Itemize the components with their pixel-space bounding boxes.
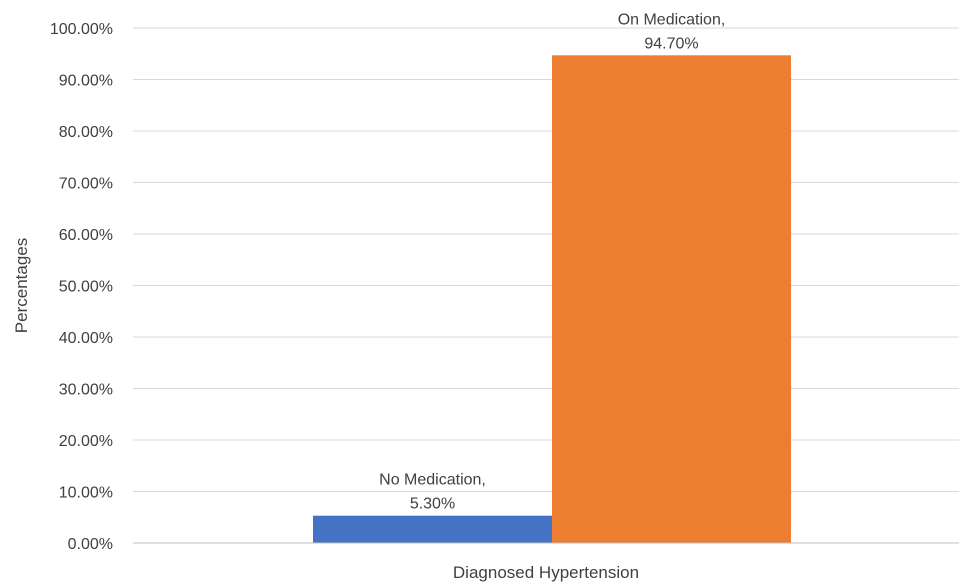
y-tick-label: 90.00% [59, 73, 113, 90]
data-label-value: 94.70% [644, 35, 698, 52]
y-tick-label: 40.00% [59, 330, 113, 347]
y-tick-label: 70.00% [59, 176, 113, 193]
y-tick-label: 100.00% [50, 21, 113, 38]
y-tick-label: 10.00% [59, 485, 113, 502]
data-labels: No Medication, 5.30% On Medication, 94.70% [379, 11, 725, 512]
data-label-name: On Medication, [618, 11, 726, 28]
gridlines [133, 27, 959, 492]
data-label-name: No Medication, [379, 472, 486, 489]
y-tick-label: 0.00% [68, 536, 113, 553]
y-tick-label: 50.00% [59, 279, 113, 296]
bar-on-medication [552, 55, 791, 544]
y-tick-label: 30.00% [59, 382, 113, 399]
y-tick-label: 80.00% [59, 124, 113, 141]
data-label-value: 5.30% [410, 496, 455, 513]
y-axis-ticks: 0.00% 10.00% 20.00% 30.00% 40.00% 50.00% 60.00… [50, 21, 113, 553]
y-tick-label: 20.00% [59, 433, 113, 450]
y-tick-label: 60.00% [59, 227, 113, 244]
x-axis-title: Diagnosed Hypertension [453, 563, 639, 582]
bars [313, 55, 791, 544]
bar-no-medication [313, 515, 552, 543]
y-axis-title: Percentages [12, 238, 31, 333]
